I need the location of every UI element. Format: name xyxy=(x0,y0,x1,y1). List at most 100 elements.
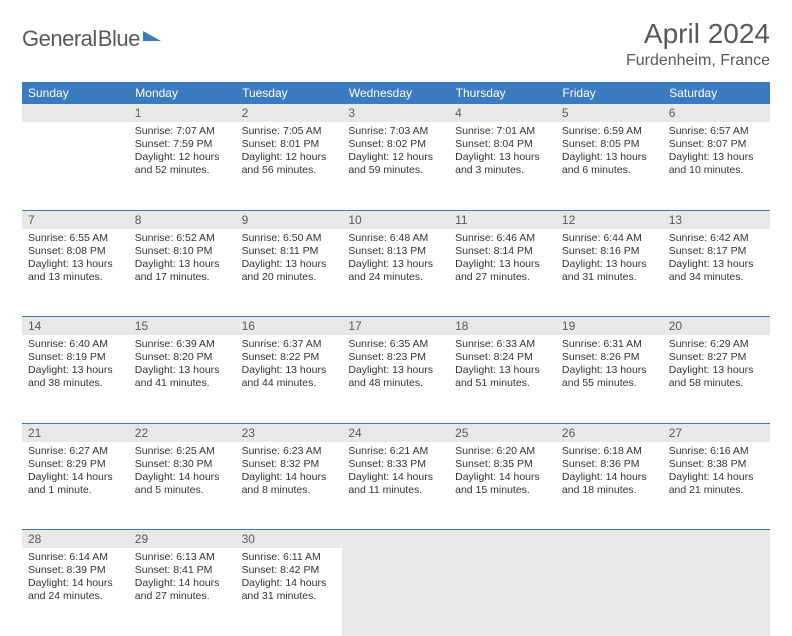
day-cell: Sunrise: 6:18 AMSunset: 8:36 PMDaylight:… xyxy=(556,442,663,530)
day-cell xyxy=(449,548,556,636)
day-cell: Sunrise: 6:57 AMSunset: 8:07 PMDaylight:… xyxy=(663,122,770,210)
sunset-line: Sunset: 8:20 PM xyxy=(135,351,230,364)
sunrise-line: Sunrise: 6:20 AM xyxy=(455,445,550,458)
day-number-cell: 12 xyxy=(556,210,663,229)
day1-line: Daylight: 14 hours xyxy=(562,471,657,484)
sunset-line: Sunset: 8:35 PM xyxy=(455,458,550,471)
day-cell: Sunrise: 6:35 AMSunset: 8:23 PMDaylight:… xyxy=(342,335,449,423)
day-cell-body: Sunrise: 6:25 AMSunset: 8:30 PMDaylight:… xyxy=(129,442,236,502)
sunrise-line: Sunrise: 6:39 AM xyxy=(135,338,230,351)
day-number-cell xyxy=(663,530,770,549)
sunset-line: Sunset: 8:01 PM xyxy=(242,138,337,151)
day-cell-body: Sunrise: 6:20 AMSunset: 8:35 PMDaylight:… xyxy=(449,442,556,502)
sunrise-line: Sunrise: 7:07 AM xyxy=(135,125,230,138)
day-cell: Sunrise: 6:31 AMSunset: 8:26 PMDaylight:… xyxy=(556,335,663,423)
day-number-cell xyxy=(556,530,663,549)
day-cell-body: Sunrise: 7:07 AMSunset: 7:59 PMDaylight:… xyxy=(129,122,236,182)
day1-line: Daylight: 12 hours xyxy=(348,151,443,164)
day-number-cell: 1 xyxy=(129,104,236,122)
sunset-line: Sunset: 8:16 PM xyxy=(562,245,657,258)
month-title: April 2024 xyxy=(626,18,770,50)
sunset-line: Sunset: 8:13 PM xyxy=(348,245,443,258)
day2-line: and 48 minutes. xyxy=(348,377,443,390)
day1-line: Daylight: 13 hours xyxy=(28,364,123,377)
sunset-line: Sunset: 8:07 PM xyxy=(669,138,764,151)
sunrise-line: Sunrise: 7:05 AM xyxy=(242,125,337,138)
day2-line: and 27 minutes. xyxy=(135,590,230,603)
sunset-line: Sunset: 8:05 PM xyxy=(562,138,657,151)
week-row: Sunrise: 6:55 AMSunset: 8:08 PMDaylight:… xyxy=(22,229,770,317)
day1-line: Daylight: 13 hours xyxy=(348,258,443,271)
day2-line: and 1 minute. xyxy=(28,484,123,497)
day-number-cell: 4 xyxy=(449,104,556,122)
sunset-line: Sunset: 8:39 PM xyxy=(28,564,123,577)
day-number-cell: 20 xyxy=(663,317,770,336)
sunset-line: Sunset: 8:29 PM xyxy=(28,458,123,471)
day-cell: Sunrise: 6:44 AMSunset: 8:16 PMDaylight:… xyxy=(556,229,663,317)
day-number-cell: 13 xyxy=(663,210,770,229)
sunset-line: Sunset: 8:19 PM xyxy=(28,351,123,364)
sunrise-line: Sunrise: 6:37 AM xyxy=(242,338,337,351)
title-block: April 2024 Furdenheim, France xyxy=(626,18,770,70)
day2-line: and 11 minutes. xyxy=(348,484,443,497)
day-cell xyxy=(342,548,449,636)
day2-line: and 17 minutes. xyxy=(135,271,230,284)
weekday-header: Saturday xyxy=(663,82,770,104)
day2-line: and 15 minutes. xyxy=(455,484,550,497)
sunset-line: Sunset: 8:36 PM xyxy=(562,458,657,471)
sunset-line: Sunset: 8:10 PM xyxy=(135,245,230,258)
day-cell-body: Sunrise: 7:03 AMSunset: 8:02 PMDaylight:… xyxy=(342,122,449,182)
sunset-line: Sunset: 8:22 PM xyxy=(242,351,337,364)
day-number-cell: 9 xyxy=(236,210,343,229)
day2-line: and 6 minutes. xyxy=(562,164,657,177)
sunset-line: Sunset: 8:38 PM xyxy=(669,458,764,471)
day-cell-body: Sunrise: 6:33 AMSunset: 8:24 PMDaylight:… xyxy=(449,335,556,395)
day2-line: and 34 minutes. xyxy=(669,271,764,284)
day-cell: Sunrise: 6:27 AMSunset: 8:29 PMDaylight:… xyxy=(22,442,129,530)
day-number-row: 78910111213 xyxy=(22,210,770,229)
day-cell-body: Sunrise: 6:16 AMSunset: 8:38 PMDaylight:… xyxy=(663,442,770,502)
day1-line: Daylight: 14 hours xyxy=(28,577,123,590)
day1-line: Daylight: 13 hours xyxy=(562,151,657,164)
day1-line: Daylight: 13 hours xyxy=(455,364,550,377)
day-number-cell: 5 xyxy=(556,104,663,122)
sunrise-line: Sunrise: 6:50 AM xyxy=(242,232,337,245)
day2-line: and 51 minutes. xyxy=(455,377,550,390)
sunrise-line: Sunrise: 6:23 AM xyxy=(242,445,337,458)
day-number-cell: 18 xyxy=(449,317,556,336)
sunset-line: Sunset: 8:17 PM xyxy=(669,245,764,258)
day2-line: and 38 minutes. xyxy=(28,377,123,390)
day-cell xyxy=(556,548,663,636)
day2-line: and 27 minutes. xyxy=(455,271,550,284)
day-cell: Sunrise: 6:11 AMSunset: 8:42 PMDaylight:… xyxy=(236,548,343,636)
sunset-line: Sunset: 8:30 PM xyxy=(135,458,230,471)
sunrise-line: Sunrise: 6:42 AM xyxy=(669,232,764,245)
day-number-cell: 30 xyxy=(236,530,343,549)
day-cell-body: Sunrise: 6:55 AMSunset: 8:08 PMDaylight:… xyxy=(22,229,129,289)
day-number-cell: 29 xyxy=(129,530,236,549)
day-number-cell: 6 xyxy=(663,104,770,122)
sunset-line: Sunset: 7:59 PM xyxy=(135,138,230,151)
day-cell: Sunrise: 6:46 AMSunset: 8:14 PMDaylight:… xyxy=(449,229,556,317)
sunset-line: Sunset: 8:24 PM xyxy=(455,351,550,364)
day1-line: Daylight: 13 hours xyxy=(348,364,443,377)
logo-text-2: Blue xyxy=(98,26,140,52)
day1-line: Daylight: 14 hours xyxy=(242,471,337,484)
sunset-line: Sunset: 8:27 PM xyxy=(669,351,764,364)
day-cell-body: Sunrise: 7:01 AMSunset: 8:04 PMDaylight:… xyxy=(449,122,556,182)
sunrise-line: Sunrise: 6:40 AM xyxy=(28,338,123,351)
day-cell: Sunrise: 6:33 AMSunset: 8:24 PMDaylight:… xyxy=(449,335,556,423)
logo: GeneralBlue xyxy=(22,26,161,52)
day2-line: and 13 minutes. xyxy=(28,271,123,284)
day-cell: Sunrise: 6:48 AMSunset: 8:13 PMDaylight:… xyxy=(342,229,449,317)
day1-line: Daylight: 14 hours xyxy=(135,471,230,484)
day1-line: Daylight: 14 hours xyxy=(348,471,443,484)
day2-line: and 41 minutes. xyxy=(135,377,230,390)
day-cell-body: Sunrise: 6:11 AMSunset: 8:42 PMDaylight:… xyxy=(236,548,343,608)
sunset-line: Sunset: 8:23 PM xyxy=(348,351,443,364)
day-cell xyxy=(663,548,770,636)
day2-line: and 3 minutes. xyxy=(455,164,550,177)
day1-line: Daylight: 12 hours xyxy=(242,151,337,164)
day-cell-body: Sunrise: 6:13 AMSunset: 8:41 PMDaylight:… xyxy=(129,548,236,608)
day-number-row: 282930 xyxy=(22,530,770,549)
